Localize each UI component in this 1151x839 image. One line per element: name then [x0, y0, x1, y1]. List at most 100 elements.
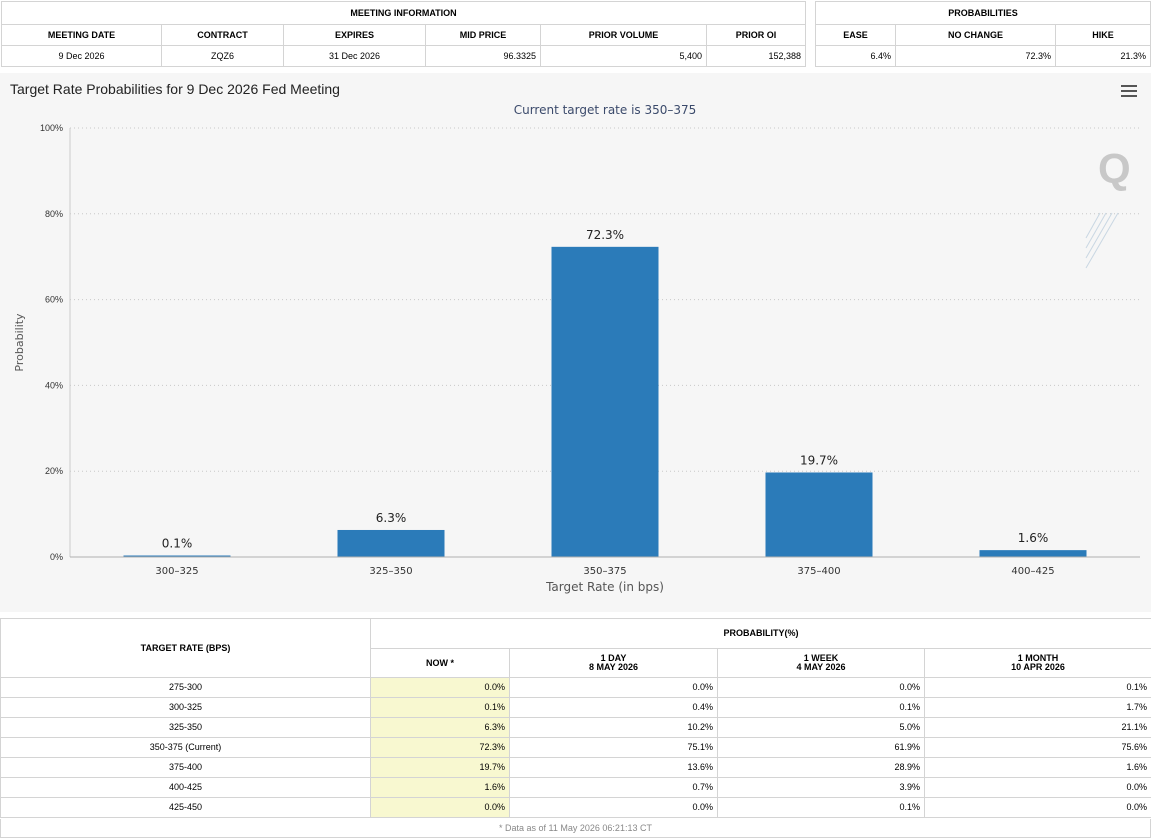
meeting-date-value: 9 Dec 2026: [1, 45, 162, 67]
y-tick-label: 20%: [45, 466, 63, 476]
x-tick-label: 400–425: [1011, 566, 1054, 577]
probability-cell: 21.1%: [924, 717, 1151, 738]
svg-text:Q: Q: [1098, 145, 1131, 192]
table-row: 350-375 (Current) 72.3% 75.1% 61.9% 75.6%: [0, 737, 1151, 758]
meeting-information-header: MEETING INFORMATION: [0, 1, 807, 25]
col-1-month: 1 MONTH 10 APR 2026: [924, 648, 1151, 678]
target-rate-cell: 400-425: [0, 777, 371, 798]
hike-value: 21.3%: [1055, 45, 1151, 67]
x-tick-label: 375–400: [797, 566, 840, 577]
chart-title: Target Rate Probabilities for 9 Dec 2026…: [10, 81, 340, 97]
probability-cell: 1.6%: [370, 777, 510, 798]
bar[interactable]: [765, 472, 873, 557]
col-hike: HIKE: [1055, 24, 1151, 46]
ease-value: 6.4%: [815, 45, 896, 67]
probability-cell: 0.0%: [717, 677, 925, 698]
probability-cell: 0.0%: [370, 677, 510, 698]
probabilities-header: PROBABILITIES: [815, 1, 1151, 25]
probability-cell: 13.6%: [509, 757, 718, 778]
contract-value: ZQZ6: [161, 45, 284, 67]
col-contract: CONTRACT: [161, 24, 284, 46]
target-rate-cell: 275-300: [0, 677, 371, 698]
probability-cell: 19.7%: [370, 757, 510, 778]
bar-chart: Q 0.1% 6.3% 72.3% 19.7% 1.6% 0% 20% 40% 60% 80% 1…: [13, 123, 1140, 594]
x-tick-label: 300–325: [155, 566, 198, 577]
bar[interactable]: [337, 529, 445, 557]
probability-cell: 0.0%: [509, 677, 718, 698]
y-axis-label: Probability: [13, 313, 26, 372]
target-rate-table: TARGET RATE (BPS) PROBABILITY(%) NOW * 1…: [0, 618, 1151, 818]
probability-cell: 0.1%: [924, 677, 1151, 698]
data-label: 72.3%: [586, 228, 624, 242]
probability-cell: 72.3%: [370, 737, 510, 758]
x-tick-label: 325–350: [369, 566, 412, 577]
table-row: 425-450 0.0% 0.0% 0.1% 0.0%: [0, 797, 1151, 818]
chart-subtitle: Current target rate is 350–375: [513, 103, 697, 117]
probability-cell: 6.3%: [370, 717, 510, 738]
target-rate-cell: 375-400: [0, 757, 371, 778]
probability-cell: 0.0%: [924, 777, 1151, 798]
bar[interactable]: [123, 555, 231, 558]
probability-cell: 0.0%: [509, 797, 718, 818]
bar[interactable]: [979, 550, 1087, 557]
probability-cell: 75.6%: [924, 737, 1151, 758]
target-rate-cell: 325-350: [0, 717, 371, 738]
target-rate-cell: 350-375 (Current): [0, 737, 371, 758]
table-row: 325-350 6.3% 10.2% 5.0% 21.1%: [0, 717, 1151, 738]
y-tick-label: 80%: [45, 209, 63, 219]
bar[interactable]: [551, 246, 659, 557]
watermark-logo: Q: [1085, 145, 1131, 269]
prior-volume-value: 5,400: [540, 45, 707, 67]
col-ease: EASE: [815, 24, 896, 46]
hamburger-menu-icon[interactable]: [1121, 85, 1137, 97]
col-now: NOW *: [370, 648, 510, 678]
x-tick-label: 350–375: [583, 566, 626, 577]
probability-cell: 1.7%: [924, 697, 1151, 718]
meeting-information-table: MEETING INFORMATION MEETING DATE CONTRAC…: [0, 1, 807, 67]
table-row: 400-425 1.6% 0.7% 3.9% 0.0%: [0, 777, 1151, 798]
col-expires: EXPIRES: [283, 24, 426, 46]
data-label: 6.3%: [376, 511, 407, 525]
probability-cell: 10.2%: [509, 717, 718, 738]
probability-cell: 1.6%: [924, 757, 1151, 778]
probability-cell: 75.1%: [509, 737, 718, 758]
col-1-week: 1 WEEK 4 MAY 2026: [717, 648, 925, 678]
probability-cell: 28.9%: [717, 757, 925, 778]
y-tick-label: 40%: [45, 380, 63, 390]
col-mid-price: MID PRICE: [425, 24, 541, 46]
col-meeting-date: MEETING DATE: [1, 24, 162, 46]
col-prior-oi: PRIOR OI: [705, 24, 807, 46]
data-label: 1.6%: [1018, 531, 1049, 545]
probability-cell: 3.9%: [717, 777, 925, 798]
chart-panel: Q 0.1% 6.3% 72.3% 19.7% 1.6% 0% 20% 40% 60% 80% 1…: [0, 73, 1151, 612]
no-change-value: 72.3%: [895, 45, 1056, 67]
target-rate-cell: 425-450: [0, 797, 371, 818]
col-1-day: 1 DAY 8 MAY 2026: [509, 648, 718, 678]
probability-header: PROBABILITY(%): [370, 618, 1151, 649]
probability-cell: 61.9%: [717, 737, 925, 758]
y-tick-label: 0%: [50, 552, 63, 562]
probability-cell: 0.1%: [717, 697, 925, 718]
data-label: 19.7%: [800, 453, 838, 467]
col-no-change: NO CHANGE: [895, 24, 1056, 46]
probability-cell: 0.4%: [509, 697, 718, 718]
probability-cell: 0.1%: [717, 797, 925, 818]
prior-oi-value: 152,388: [705, 45, 807, 67]
probability-cell: 5.0%: [717, 717, 925, 738]
probability-cell: 0.0%: [924, 797, 1151, 818]
y-tick-label: 100%: [40, 123, 63, 133]
expires-value: 31 Dec 2026: [283, 45, 426, 67]
x-axis-label: Target Rate (in bps): [545, 580, 664, 594]
data-label: 0.1%: [162, 537, 193, 551]
table-row: 375-400 19.7% 13.6% 28.9% 1.6%: [0, 757, 1151, 778]
mid-price-value: 96.3325: [425, 45, 541, 67]
table-row: 275-300 0.0% 0.0% 0.0% 0.1%: [0, 677, 1151, 698]
probability-cell: 0.0%: [370, 797, 510, 818]
col-prior-volume: PRIOR VOLUME: [540, 24, 707, 46]
data-timestamp-footnote: * Data as of 11 May 2026 06:21:13 CT: [0, 819, 1151, 838]
probability-cell: 0.1%: [370, 697, 510, 718]
probability-cell: 0.7%: [509, 777, 718, 798]
target-rate-header: TARGET RATE (BPS): [0, 618, 371, 678]
table-row: 300-325 0.1% 0.4% 0.1% 1.7%: [0, 697, 1151, 718]
probabilities-table: PROBABILITIES EASE NO CHANGE HIKE 6.4% 7…: [815, 1, 1151, 67]
